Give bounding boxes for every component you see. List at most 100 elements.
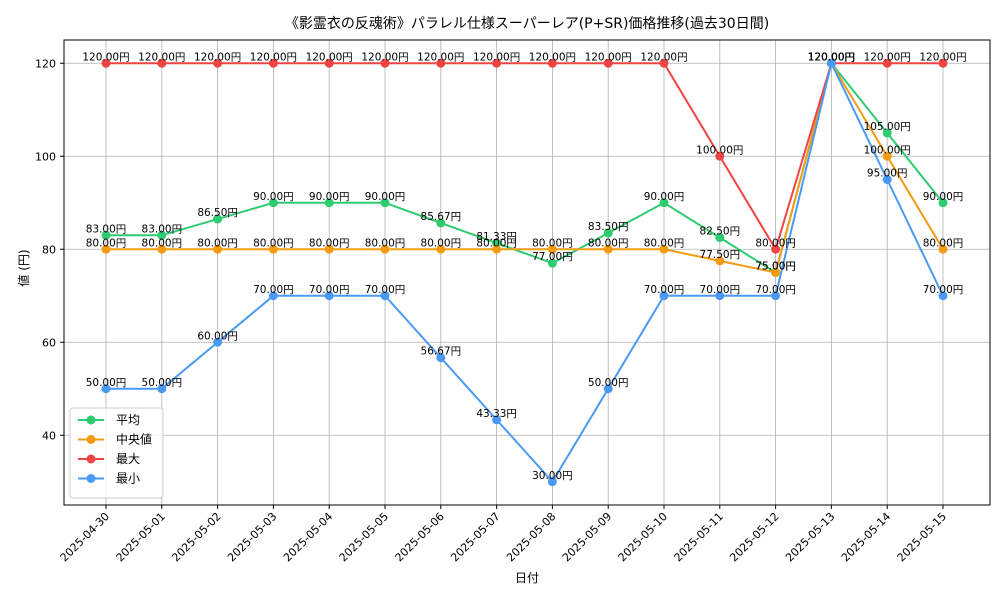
data-label: 50.00円 (588, 377, 629, 389)
data-point (603, 244, 613, 254)
grid (64, 40, 990, 505)
legend-marker (86, 415, 96, 425)
y-tick-label: 80 (42, 243, 56, 256)
data-point (547, 258, 557, 268)
data-point (213, 214, 223, 224)
data-label: 85.67円 (421, 211, 462, 223)
data-point (380, 58, 390, 68)
data-point (492, 58, 502, 68)
series-lines (101, 58, 948, 487)
legend-marker (86, 435, 96, 444)
data-point (380, 291, 390, 301)
data-point (101, 230, 111, 240)
data-point (268, 198, 278, 208)
data-label: 75.00円 (755, 261, 796, 273)
data-point (938, 244, 948, 254)
data-label: 120.00円 (82, 51, 129, 63)
data-point (715, 256, 725, 266)
legend-marker (86, 474, 96, 483)
x-tick-label: 2025-05-03 (225, 510, 279, 564)
data-point (101, 58, 111, 68)
data-point (938, 198, 948, 208)
series-line (106, 60, 944, 484)
data-label: 120.00円 (808, 51, 855, 63)
legend-label: 最小 (116, 472, 140, 486)
data-label: 80.00円 (923, 237, 964, 249)
data-point (938, 58, 948, 68)
data-label: 81.33円 (476, 231, 517, 243)
legend-label: 最大 (116, 452, 140, 466)
data-label: 70.00円 (923, 284, 964, 296)
x-tick-label: 2025-05-06 (393, 510, 447, 564)
data-point (659, 244, 669, 254)
data-point (882, 151, 892, 161)
x-tick-label: 2025-05-05 (337, 510, 391, 564)
data-label: 86.50円 (197, 207, 238, 219)
x-axis-label: 日付 (515, 571, 539, 585)
data-point (268, 244, 278, 254)
data-point (715, 233, 725, 243)
data-point (380, 244, 390, 254)
data-label: 120.00円 (306, 51, 353, 63)
data-point (157, 244, 167, 254)
data-label: 77.50円 (700, 249, 741, 261)
data-label: 90.00円 (923, 191, 964, 203)
data-point (547, 244, 557, 254)
data-label: 77.00円 (532, 251, 573, 263)
data-label: 50.00円 (86, 377, 127, 389)
data-label: 80.00円 (476, 237, 517, 249)
data-label: 80.00円 (142, 237, 183, 249)
data-label: 120.00円 (417, 51, 464, 63)
data-label: 70.00円 (755, 284, 796, 296)
data-point (659, 198, 669, 208)
data-point (492, 244, 502, 254)
data-point (324, 58, 334, 68)
data-point (268, 291, 278, 301)
data-point (547, 477, 557, 487)
data-point (436, 244, 446, 254)
data-label: 120.00円 (808, 51, 855, 63)
data-point (268, 58, 278, 68)
data-label: 90.00円 (365, 191, 406, 203)
data-label: 50.00円 (142, 377, 183, 389)
data-point (213, 58, 223, 68)
data-point (771, 268, 781, 277)
data-point (101, 244, 111, 254)
data-label: 80.00円 (86, 237, 127, 249)
data-point (157, 58, 167, 68)
x-tick-label: 2025-05-14 (839, 510, 893, 564)
data-label: 105.00円 (864, 121, 911, 133)
data-label: 90.00円 (644, 191, 685, 203)
y-tick-label: 120 (35, 57, 56, 70)
data-point (436, 353, 446, 363)
data-label: 120.00円 (138, 51, 185, 63)
y-axis-label: 値 (円) (16, 249, 31, 286)
x-tick-label: 2025-05-08 (504, 510, 558, 564)
data-label: 90.00円 (309, 191, 350, 203)
data-label: 120.00円 (529, 51, 576, 63)
data-point (213, 337, 223, 347)
data-point (324, 198, 334, 208)
data-label: 83.00円 (142, 223, 183, 235)
data-point (492, 238, 502, 248)
data-label: 100.00円 (696, 144, 743, 156)
data-label: 100.00円 (864, 144, 911, 156)
data-label: 82.50円 (700, 226, 741, 238)
x-tick-label: 2025-05-11 (672, 510, 726, 564)
data-label: 120.00円 (361, 51, 408, 63)
data-point (213, 244, 223, 254)
data-label: 120.00円 (640, 51, 687, 63)
x-tick-label: 2025-05-09 (560, 510, 614, 564)
data-label: 80.00円 (253, 237, 294, 249)
data-label: 56.67円 (421, 346, 462, 358)
x-tick-label: 2025-05-02 (169, 510, 223, 564)
data-point (603, 384, 613, 394)
data-label: 120.00円 (919, 51, 966, 63)
data-point (603, 228, 613, 238)
x-tick-label: 2025-04-30 (58, 510, 112, 564)
x-axis-ticks: 2025-04-30 2025-05-01 2025-05-02 2025-05-03… (58, 505, 949, 564)
data-label: 70.00円 (309, 284, 350, 296)
data-label: 70.00円 (644, 284, 685, 296)
